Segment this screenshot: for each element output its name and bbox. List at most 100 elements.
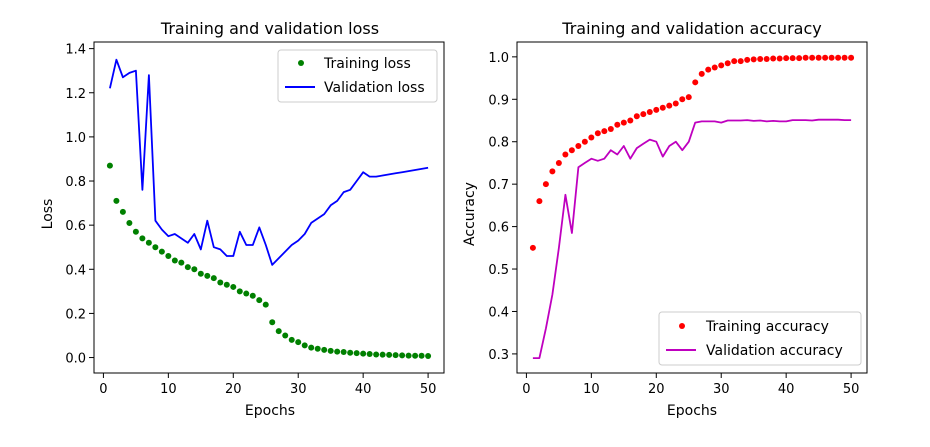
data-point-training-loss	[392, 352, 399, 359]
data-point-training-loss	[269, 319, 276, 326]
data-point-training-accuracy	[536, 198, 543, 205]
data-point-training-loss	[301, 342, 308, 349]
plot-frame	[93, 41, 445, 374]
data-point-training-loss	[399, 352, 406, 359]
data-point-training-accuracy	[789, 55, 796, 62]
x-tick-label: 50	[843, 382, 860, 397]
plot-area	[529, 54, 855, 360]
x-tick-label: 30	[290, 382, 307, 397]
data-point-training-accuracy	[731, 58, 738, 65]
data-point-training-loss	[210, 275, 217, 282]
axis-ticks: 0 10 20 30 40 50 0.3 0.4 0.5 0.6 0.7 0.8 0.9 1.0	[488, 51, 859, 397]
data-point-training-accuracy	[711, 64, 718, 71]
y-tick-label: 0.6	[65, 219, 86, 234]
x-tick-label: 50	[420, 382, 437, 397]
data-point-training-accuracy	[783, 55, 790, 62]
y-tick-label: 0.2	[65, 307, 86, 322]
data-point-training-loss	[360, 350, 367, 357]
data-point-training-loss	[145, 239, 152, 246]
data-point-training-loss	[132, 228, 139, 235]
data-point-training-accuracy	[796, 55, 803, 62]
axis-ticks: 0 10 20 30 40 50 0.0 0.2 0.4 0.6 0.8 1.0 1.2 1.4	[65, 43, 436, 397]
data-point-training-loss	[308, 344, 315, 351]
data-point-training-accuracy	[555, 159, 562, 166]
data-point-training-accuracy	[601, 128, 608, 135]
data-point-training-loss	[425, 353, 432, 360]
data-point-training-loss	[178, 259, 185, 266]
loss-chart: Training and validation loss Epochs Loss…	[40, 19, 445, 419]
data-point-training-accuracy	[594, 130, 601, 137]
data-point-training-loss	[184, 264, 191, 271]
data-point-training-loss	[275, 328, 282, 335]
x-tick-label: 20	[648, 382, 665, 397]
data-point-training-accuracy	[646, 109, 653, 116]
data-point-training-loss	[243, 290, 250, 297]
data-point-training-accuracy	[692, 79, 699, 86]
legend-label-validation-loss: Validation loss	[324, 80, 425, 96]
y-tick-label: 0.4	[488, 305, 509, 320]
data-point-training-accuracy	[562, 151, 569, 158]
legend-label-training-loss: Training loss	[323, 56, 411, 72]
data-point-training-accuracy	[575, 142, 582, 149]
data-point-training-loss	[379, 351, 386, 358]
legend: Training accuracy Validation accuracy	[658, 311, 862, 366]
plot-area	[106, 58, 432, 360]
accuracy-chart: Training and validation accuracy Epochs …	[462, 19, 868, 419]
data-point-training-loss	[373, 351, 380, 358]
data-point-training-accuracy	[737, 58, 744, 65]
legend-label-validation-accuracy: Validation accuracy	[706, 343, 843, 359]
data-point-training-loss	[217, 279, 224, 286]
data-point-training-loss	[223, 281, 230, 288]
data-point-training-accuracy	[607, 125, 614, 132]
x-tick-label: 40	[355, 382, 372, 397]
data-point-training-loss	[106, 162, 113, 169]
data-point-training-accuracy	[776, 55, 783, 62]
data-point-training-loss	[334, 348, 341, 355]
data-point-training-accuracy	[705, 66, 712, 73]
data-point-training-accuracy	[614, 121, 621, 128]
plot-frame	[516, 41, 868, 374]
x-tick-label: 10	[160, 382, 177, 397]
data-point-training-loss	[347, 349, 354, 356]
data-point-training-loss	[327, 347, 334, 354]
data-point-training-loss	[353, 350, 360, 357]
data-point-training-loss	[139, 235, 146, 242]
data-point-training-accuracy	[666, 102, 673, 109]
data-point-training-loss	[171, 257, 178, 264]
data-point-training-loss	[386, 351, 393, 358]
data-point-training-accuracy	[835, 54, 842, 61]
data-point-training-loss	[282, 332, 289, 339]
data-point-training-accuracy	[529, 244, 536, 251]
legend-marker-training-accuracy	[679, 323, 685, 329]
data-point-training-accuracy	[809, 54, 816, 61]
data-point-training-accuracy	[848, 54, 855, 61]
y-tick-label: 0.3	[488, 348, 509, 363]
y-tick-label: 0.4	[65, 263, 86, 278]
data-point-training-accuracy	[744, 56, 751, 63]
data-point-training-loss	[113, 197, 120, 204]
data-point-training-accuracy	[757, 55, 764, 62]
data-point-training-loss	[366, 351, 373, 358]
data-point-training-accuracy	[802, 54, 809, 61]
data-point-training-accuracy	[588, 134, 595, 141]
data-point-training-loss	[236, 288, 243, 295]
data-point-training-loss	[418, 352, 425, 359]
y-tick-label: 0.8	[488, 136, 509, 151]
y-tick-label: 0.7	[488, 178, 509, 193]
data-point-training-loss	[314, 345, 321, 352]
data-point-training-loss	[412, 352, 419, 359]
chart-title: Training and validation accuracy	[561, 19, 821, 38]
data-point-training-loss	[288, 336, 295, 343]
x-tick-label: 0	[99, 382, 107, 397]
data-point-training-accuracy	[627, 117, 634, 124]
legend-marker-training-loss	[298, 60, 304, 66]
data-point-training-loss	[340, 349, 347, 356]
data-point-training-accuracy	[640, 111, 647, 118]
data-point-training-accuracy	[750, 56, 757, 63]
x-tick-label: 0	[522, 382, 530, 397]
data-point-training-loss	[152, 244, 159, 251]
data-point-training-accuracy	[685, 94, 692, 101]
x-axis-label: Epochs	[667, 403, 717, 419]
data-point-training-loss	[119, 208, 126, 215]
data-point-training-accuracy	[822, 54, 829, 61]
